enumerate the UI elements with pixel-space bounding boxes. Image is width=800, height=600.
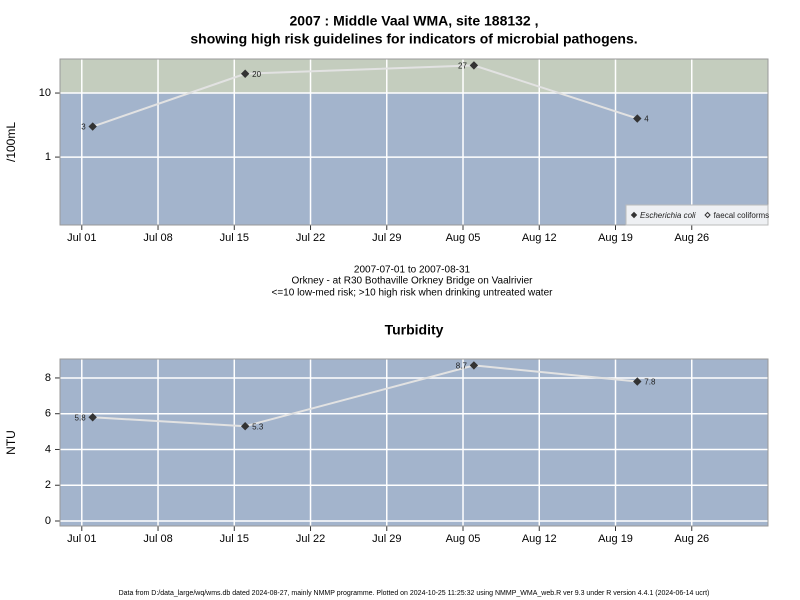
series-line bbox=[92, 364, 638, 428]
caption: Orkney - at R30 Bothaville Orkney Bridge… bbox=[291, 276, 533, 287]
x-tick-label: Aug 05 bbox=[446, 232, 481, 244]
chart-title: 2007 : Middle Vaal WMA, site 188132 , bbox=[290, 13, 539, 29]
x-tick-label: Aug 12 bbox=[522, 232, 557, 244]
x-tick-label: Jul 08 bbox=[143, 533, 172, 545]
x-tick-label: Jul 15 bbox=[220, 533, 249, 545]
data-point bbox=[240, 69, 250, 78]
y-tick-label: 4 bbox=[45, 443, 51, 455]
data-label: 5.3 bbox=[252, 422, 264, 431]
data-label: 20 bbox=[252, 70, 261, 79]
plot-background bbox=[60, 359, 768, 526]
data-label: 7.8 bbox=[644, 378, 656, 387]
data-point bbox=[88, 122, 97, 131]
plot-frame bbox=[59, 358, 769, 527]
caption: 2007-07-01 to 2007-08-31 bbox=[354, 265, 471, 276]
x-tick-label: Jul 22 bbox=[296, 533, 325, 545]
data-label: 8.7 bbox=[456, 362, 468, 371]
series-line bbox=[92, 64, 638, 128]
x-tick-label: Aug 26 bbox=[674, 533, 709, 545]
chart-title: showing high risk guidelines for indicat… bbox=[190, 31, 637, 47]
x-tick-label: Aug 05 bbox=[446, 533, 481, 545]
plot-frame bbox=[59, 58, 769, 226]
data-label: 3 bbox=[81, 123, 86, 132]
footer: Data from D:/data_large/wq/wms.db dated … bbox=[119, 590, 710, 597]
x-tick-label: Jul 15 bbox=[220, 232, 249, 244]
y-tick-label: 8 bbox=[45, 372, 51, 384]
x-tick-label: Jul 22 bbox=[296, 232, 325, 244]
data-label: 27 bbox=[458, 62, 467, 71]
legend-marker bbox=[704, 211, 711, 219]
data-point bbox=[633, 114, 642, 123]
y-tick-label: 2 bbox=[45, 479, 51, 491]
x-tick-label: Jul 29 bbox=[372, 533, 401, 545]
x-tick-label: Jul 08 bbox=[143, 232, 172, 244]
y-axis-label: /100mL bbox=[4, 122, 18, 162]
y-tick-label: 0 bbox=[45, 515, 51, 527]
data-point bbox=[633, 377, 642, 386]
data-label: 5.8 bbox=[75, 413, 87, 422]
x-tick-label: Jul 01 bbox=[67, 232, 96, 244]
y-tick-label: 1 bbox=[45, 151, 51, 163]
x-tick-label: Jul 29 bbox=[372, 232, 401, 244]
x-tick-label: Aug 19 bbox=[598, 533, 633, 545]
y-tick-label: 6 bbox=[45, 408, 51, 420]
data-point bbox=[469, 61, 479, 70]
high-risk-band bbox=[60, 59, 768, 94]
legend-label: faecal coliforms bbox=[714, 211, 770, 220]
x-tick-label: Jul 01 bbox=[67, 533, 96, 545]
data-point bbox=[469, 361, 479, 370]
y-tick-label: 10 bbox=[39, 87, 51, 99]
legend-marker bbox=[630, 211, 638, 219]
legend-label: Escherichia coli bbox=[640, 211, 696, 220]
x-tick-label: Aug 19 bbox=[598, 232, 633, 244]
x-tick-label: Aug 26 bbox=[674, 232, 709, 244]
x-tick-label: Aug 12 bbox=[522, 533, 557, 545]
data-label: 4 bbox=[644, 115, 649, 124]
caption: <=10 low-med risk; >10 high risk when dr… bbox=[272, 288, 554, 299]
data-point bbox=[240, 422, 250, 431]
chart-title: Turbidity bbox=[385, 322, 444, 338]
legend-box bbox=[625, 204, 769, 226]
data-point bbox=[88, 413, 97, 422]
y-axis-label: NTU bbox=[4, 430, 18, 455]
